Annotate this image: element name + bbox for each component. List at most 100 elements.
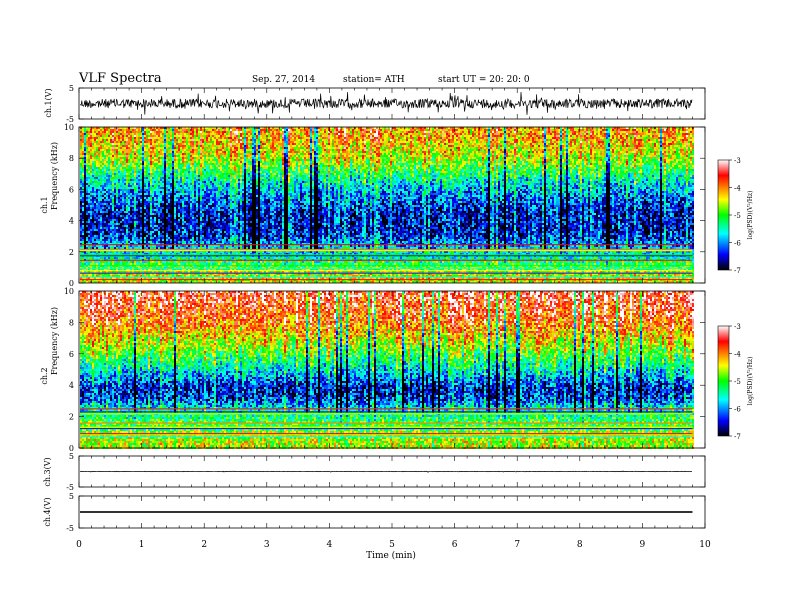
sp1-cell <box>138 225 140 227</box>
sp1-cell <box>90 239 92 241</box>
sp1-cell <box>94 203 96 205</box>
sp1-cell <box>94 133 96 135</box>
sp1-cell <box>90 235 92 237</box>
sp1-cell <box>104 221 106 223</box>
sp1-cell <box>94 213 96 215</box>
sp1-cell <box>146 225 148 227</box>
sp1-cell <box>122 203 124 205</box>
sp1-cell <box>112 135 114 137</box>
sp1-cell <box>152 159 154 161</box>
sp1-cell <box>146 147 148 149</box>
sp1-cell <box>88 257 90 259</box>
sp1-cell <box>96 217 98 219</box>
sp1-cell <box>128 207 130 209</box>
sp1-cell <box>98 129 100 131</box>
sp1-cell <box>138 135 140 137</box>
sp1-cell <box>110 161 112 163</box>
sp1-cell <box>114 207 116 209</box>
sp1-cell <box>104 201 106 203</box>
sp1-cell <box>90 183 92 185</box>
sp1-cell <box>144 199 146 201</box>
sp1-cell <box>140 183 142 185</box>
sp1-cell <box>132 149 134 151</box>
sp1-cell <box>142 187 144 189</box>
sp1-cell <box>96 177 98 179</box>
sp1-cell <box>88 155 90 157</box>
sp1-cell <box>90 141 92 143</box>
sp1-cell <box>128 187 130 189</box>
sp1-cell <box>92 193 94 195</box>
sp1-cell <box>142 211 144 213</box>
sp1-cell <box>86 157 88 159</box>
sp1-cell <box>116 219 118 221</box>
sp1-cell <box>132 197 134 199</box>
sp1-cell <box>100 241 102 243</box>
sp1-cell <box>88 183 90 185</box>
sp1-cell <box>108 167 110 169</box>
sp1-cell <box>130 163 132 165</box>
sp1-cell <box>114 161 116 163</box>
sp1-cell <box>132 241 134 243</box>
sp1-cell <box>120 151 122 153</box>
sp1-cell <box>150 225 152 227</box>
sp1-cell <box>82 235 84 237</box>
vlf-spectra-figure: VLF Spectra Sep. 27, 2014 station= ATH s… <box>0 0 792 612</box>
sp1-cell <box>82 203 84 205</box>
sp1-cell <box>94 209 96 211</box>
sp1-cell <box>142 169 144 171</box>
sp1-cell <box>136 157 138 159</box>
sp1-cell <box>92 135 94 137</box>
sp1-cell <box>122 143 124 145</box>
sp1-cell <box>150 213 152 215</box>
sp1-cell <box>84 207 86 209</box>
sp1-cell <box>86 181 88 183</box>
sp1-cell <box>88 173 90 175</box>
sp1-cell <box>144 151 146 153</box>
sp1-cell <box>102 241 104 243</box>
sp1-cell <box>80 169 82 171</box>
sp1-cell <box>140 257 142 259</box>
sp1-cell <box>140 153 142 155</box>
sp1-cell <box>120 257 122 259</box>
sp1-cell <box>116 157 118 159</box>
sp1-cell <box>108 229 110 231</box>
sp1-cell <box>110 157 112 159</box>
sp1-cell <box>108 151 110 153</box>
sp1-cell <box>148 215 150 217</box>
sp1-cell <box>102 237 104 239</box>
sp1-cell <box>86 147 88 149</box>
sp1-cell <box>106 155 108 157</box>
sp1-cell <box>106 145 108 147</box>
sp1-cell <box>146 217 148 219</box>
sp1-cell <box>90 203 92 205</box>
sp1-cell <box>122 135 124 137</box>
sp1-cell <box>82 169 84 171</box>
sp1-cell <box>124 221 126 223</box>
sp1-cell <box>136 225 138 227</box>
sp1-cell <box>126 153 128 155</box>
sp1-cell <box>86 201 88 203</box>
sp1-cell <box>112 173 114 175</box>
sp1-cell <box>84 197 86 199</box>
sp1-cell <box>114 139 116 141</box>
sp1-cell <box>84 169 86 171</box>
sp1-cell <box>88 229 90 231</box>
sp1-cell <box>82 167 84 169</box>
sp1-cell <box>80 159 82 161</box>
sp1-cell <box>84 227 86 229</box>
sp1-cell <box>88 225 90 227</box>
sp1-cell <box>122 149 124 151</box>
sp1-cell <box>88 161 90 163</box>
sp1-cell <box>134 205 136 207</box>
sp1-cell <box>124 185 126 187</box>
sp1-cell <box>82 231 84 233</box>
sp1-cell <box>88 201 90 203</box>
sp1-cell <box>102 219 104 221</box>
sp1-cell <box>94 223 96 225</box>
sp1-cell <box>106 197 108 199</box>
sp1-cell <box>132 131 134 133</box>
sp1-cell <box>130 219 132 221</box>
sp1-cell <box>84 161 86 163</box>
sp1-cell <box>136 167 138 169</box>
sp1-cell <box>136 183 138 185</box>
